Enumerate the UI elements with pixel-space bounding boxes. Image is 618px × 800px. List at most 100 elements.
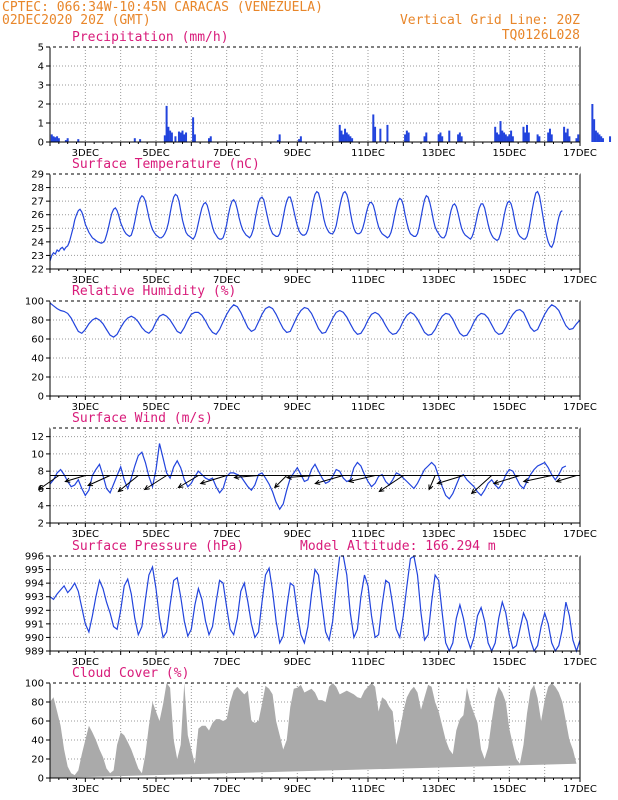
x-tick-label: 17DEC [563,784,597,795]
y-tick-label: 0 [38,138,44,149]
y-tick-label: 996 [25,552,44,563]
precip-bar [179,132,182,142]
x-tick-label: 17DEC [563,148,597,159]
precip-bar [504,134,507,142]
line-rh [49,302,581,338]
model-altitude-annotation: Model Altitude: 166.294 m [300,539,496,554]
panel-wind: Surface Wind (m/s) 2 4 6 8 10 12 3DEC 5DEC 7DEC 9D… [31,411,597,540]
precip-bar [550,134,553,142]
panel-pres: Surface Pressure (hPa) Model Altitude: 16… [25,539,597,668]
y-tick-label: 10 [31,449,44,460]
precip-bar [208,138,210,142]
wind-arrow [143,475,167,491]
precip-bar [511,136,514,142]
precip-bar [165,105,168,142]
precip-bar [524,132,527,142]
precip-bar [349,136,352,142]
x-tick-label: 5DEC [142,657,169,668]
precip-bar [568,136,571,142]
precip-bar [133,138,136,142]
y-tick-label: 5 [38,43,44,54]
y-tick-label: 4 [38,501,44,512]
wind-arrow [64,475,86,483]
x-tick-label: 5DEC [142,148,169,159]
panel-title-precip: Precipitation (mm/h) [72,30,229,45]
grid-temp [50,174,580,269]
x-tick-label: 13DEC [422,402,456,413]
precip-bar [575,138,578,142]
x-tick-label: 7DEC [213,148,240,159]
wind-arrows [37,474,577,495]
y-tick-label: 993 [25,592,44,603]
x-tick-label: 3DEC [72,657,99,668]
precip-bar [193,134,196,142]
precip-bar [600,136,603,142]
precip-bar [139,139,142,142]
precip-bar [177,131,180,142]
x-tick-label: 15DEC [492,275,526,286]
wind-arrow [436,475,464,485]
y-tick-label: 100 [25,297,44,308]
y-tick-label: 6 [38,484,44,495]
frame-rh [49,300,581,397]
precip-bar [598,134,601,142]
wind-arrow [87,475,111,487]
precip-bar [494,126,497,142]
grid-pres [50,556,580,651]
y-tick-label: 1 [38,119,44,130]
line-temp [49,190,563,262]
precip-bar [548,128,551,142]
precip-bar [163,135,166,142]
precip-bar [344,128,347,142]
x-tick-label: 15DEC [492,784,526,795]
y-tick-label: 20 [31,755,44,766]
y-tick-label: 40 [31,736,44,747]
precip-bar [181,130,184,142]
y-tick-label: 8 [38,467,44,478]
y-tick-label: 4 [38,62,44,73]
grid-precip [50,47,580,142]
x-tick-label: 3DEC [72,275,99,286]
wind-arrow [555,475,577,483]
cloud-cover-area [50,683,577,778]
y-tick-label: 991 [25,619,44,630]
header-run-date: 02DEC2020 20Z (GMT) [2,13,151,28]
panel-title-pres: Surface Pressure (hPa) [72,539,244,554]
panel-precip: Precipitation (mm/h) 0 1 2 3 4 5 3DEC 5DEC 7DEC 9D… [38,30,612,159]
y-tick-label: 3 [38,81,44,92]
x-tick-label: 11DEC [351,275,385,286]
y-tick-label: 23 [31,251,44,262]
panel-title-cloud: Cloud Cover (%) [72,666,189,681]
precip-bar [547,132,550,142]
precip-bar [564,132,567,142]
y-tick-label: 0 [38,774,44,785]
precip-bar [501,130,504,142]
y-tick-label: 989 [25,647,44,658]
y-tick-label: 990 [25,633,44,644]
precip-bar [457,134,460,142]
precip-bar [458,132,461,142]
precip-bar [441,136,444,142]
x-tick-label: 17DEC [563,529,597,540]
precip-bar [351,138,354,142]
precip-bar [374,126,377,142]
x-tick-label: 7DEC [213,275,240,286]
x-tick-label: 5DEC [142,275,169,286]
precip-bar [527,132,530,142]
x-tick-label: 13DEC [422,529,456,540]
precip-bar [508,134,511,142]
y-tick-label: 60 [31,335,44,346]
x-tick-label: 9DEC [284,784,311,795]
x-tick-label: 17DEC [563,275,597,286]
precip-bar [538,136,541,142]
y-tick-label: 100 [25,679,44,690]
precip-bar [50,134,53,142]
precip-bar [526,124,528,142]
precip-bar [503,132,506,142]
x-tick-label: 13DEC [422,657,456,668]
precip-bar [57,138,60,142]
y-tick-label: 80 [31,698,44,709]
x-tick-label: 7DEC [213,402,240,413]
wind-arrow [428,475,436,491]
precip-bar [372,114,375,142]
